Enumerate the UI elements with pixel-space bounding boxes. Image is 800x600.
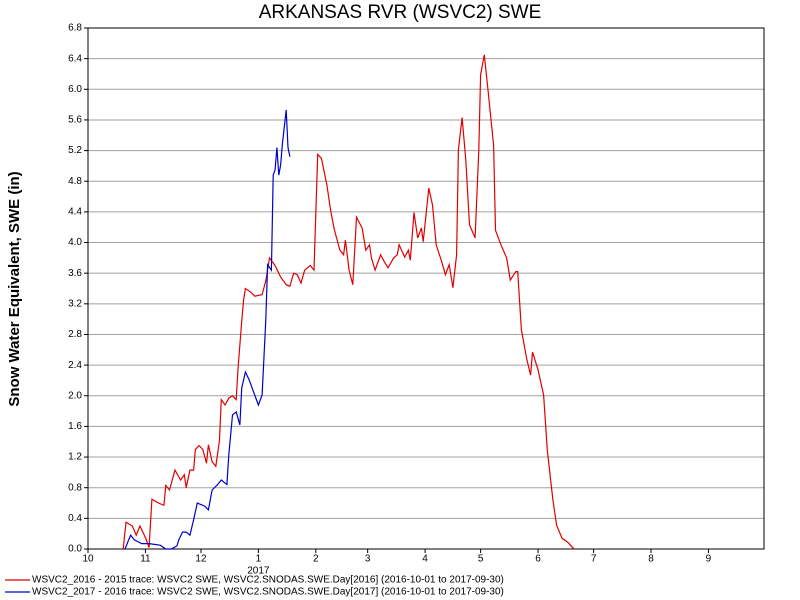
y-tick-label: 0.8 xyxy=(68,482,82,493)
plot-frame xyxy=(87,27,765,550)
y-tick-label: 3.6 xyxy=(68,268,82,279)
x-tick-label: 3 xyxy=(365,554,371,565)
y-tick-label: 4.0 xyxy=(68,237,82,248)
y-tick-label: 2.0 xyxy=(68,390,82,401)
legend-label: WSVC2_2016 - 2015 trace: WSVC2 SWE, WSVC… xyxy=(32,575,504,586)
y-tick-label: 1.6 xyxy=(68,421,82,432)
y-tick-label: 5.6 xyxy=(68,115,82,126)
x-tick-label: 5 xyxy=(478,554,484,565)
y-tick-label: 0.0 xyxy=(68,544,82,555)
y-tick-label: 6.4 xyxy=(68,53,82,64)
x-tick-label: 6 xyxy=(535,554,541,565)
series-line xyxy=(124,109,291,550)
x-tick-label: 1 xyxy=(256,554,262,565)
y-tick-label: 6.8 xyxy=(68,23,82,34)
legend-label: WSVC2_2017 - 2016 trace: WSVC2 SWE, WSVC… xyxy=(32,587,504,598)
x-tick-label: 12 xyxy=(195,554,207,565)
x-tick-label: 9 xyxy=(706,554,712,565)
x-tick-label: 11 xyxy=(140,554,151,565)
x-tick-label: 7 xyxy=(591,554,597,565)
y-tick-label: 2.8 xyxy=(68,329,82,340)
x-tick-label: 8 xyxy=(648,554,654,565)
y-tick-label: 0.4 xyxy=(68,513,82,524)
y-tick-label: 5.2 xyxy=(68,145,82,156)
y-tick-label: 1.2 xyxy=(68,452,82,463)
x-year-label: 2017 xyxy=(247,566,270,577)
x-tick-label: 2 xyxy=(313,554,319,565)
x-tick-label: 4 xyxy=(422,554,428,565)
y-tick-label: 3.2 xyxy=(68,298,82,309)
y-tick-label: 2.4 xyxy=(68,360,82,371)
series-line xyxy=(122,54,576,550)
y-axis-label: Snow Water Equivalent, SWE (in) xyxy=(6,171,23,406)
x-tick-label: 10 xyxy=(82,554,94,565)
chart-title: ARKANSAS RVR (WSVC2) SWE xyxy=(259,2,542,23)
y-tick-label: 4.4 xyxy=(68,207,82,218)
y-tick-label: 6.0 xyxy=(68,84,82,95)
y-tick-label: 4.8 xyxy=(68,176,82,187)
